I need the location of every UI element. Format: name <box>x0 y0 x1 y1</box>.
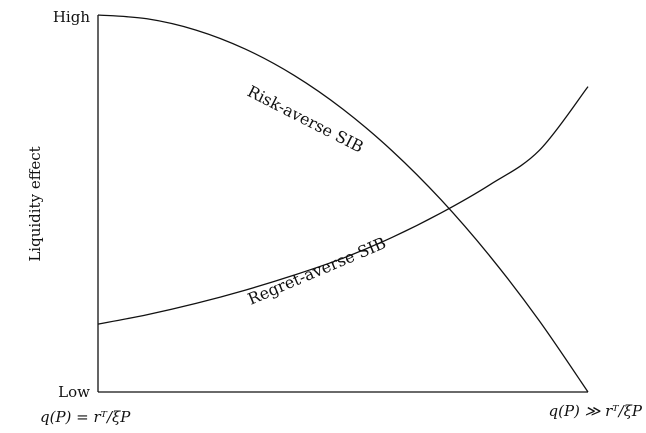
y-tick-high: High <box>53 8 90 26</box>
axes <box>97 15 588 393</box>
series-label-risk-averse: Risk-averse SIB <box>244 82 366 157</box>
series-label-regret-averse: Regret-averse SIB <box>245 233 389 308</box>
series-line-regret-averse <box>97 86 589 325</box>
x-tick-right: q(P) ≫ rᵀ/ξP <box>548 402 642 420</box>
x-tick-left: q(P) = rᵀ/ξP <box>40 408 131 426</box>
y-tick-low: Low <box>58 383 90 401</box>
y-axis-label: Liquidity effect <box>26 146 44 261</box>
labels: High Low Liquidity effect q(P) = rᵀ/ξP q… <box>26 8 643 426</box>
series-line-risk-averse <box>97 14 589 393</box>
series-layer <box>97 14 589 393</box>
